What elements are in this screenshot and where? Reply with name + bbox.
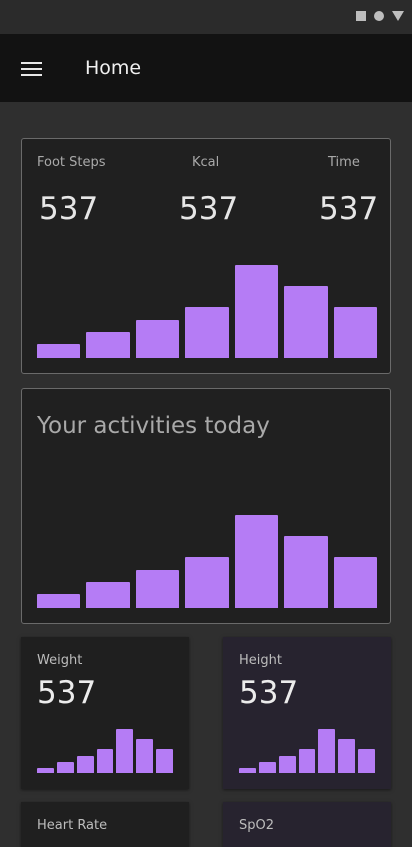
bar [86,582,130,608]
bar [239,767,256,773]
bar [37,344,81,358]
bar [37,594,81,608]
bar [37,767,54,773]
heart-rate-label: Heart Rate [37,818,108,833]
square-icon [356,11,366,21]
bar [284,536,328,608]
stats-card: Foot Steps Kcal Time 537 537 537 [21,138,391,374]
weight-label: Weight [37,653,83,668]
circle-icon [374,11,384,21]
bar [298,749,316,773]
bar [333,307,377,358]
bar [56,761,74,773]
bar [185,557,229,608]
bar [116,729,134,773]
triangle-icon [392,11,404,21]
menu-icon[interactable] [21,62,42,76]
bar [318,729,336,773]
weight-value: 537 [37,675,97,711]
stats-bar-chart [37,265,377,358]
bar [135,570,180,608]
status-icons [356,11,404,21]
bar [234,515,279,608]
kcal-label: Kcal [192,155,220,170]
bar [185,307,229,358]
activities-title: Your activities today [37,413,270,439]
bar [258,761,276,773]
spo2-label: SpO2 [239,818,275,833]
bar [86,332,130,358]
bar [333,557,377,608]
height-value: 537 [239,675,299,711]
bar [136,739,154,773]
weight-bar-chart [37,729,173,773]
time-value: 537 [319,191,379,227]
bar [96,749,114,773]
bar [76,755,94,773]
spo2-tile[interactable]: SpO2 [223,802,391,847]
height-tile[interactable]: Height 537 [223,637,391,789]
bar [234,265,279,358]
height-bar-chart [239,729,375,773]
activities-bar-chart [37,515,377,608]
heart-rate-tile[interactable]: Heart Rate [21,802,189,847]
app-bar: Home [0,34,412,102]
bar [284,286,328,358]
time-label: Time [328,155,360,170]
bar [338,739,356,773]
activities-card: Your activities today [21,388,391,624]
bar [156,749,173,773]
foot-steps-value: 537 [39,191,99,227]
bar [358,749,375,773]
kcal-value: 537 [179,191,239,227]
page-title: Home [85,57,142,79]
height-label: Height [239,653,282,668]
bar [278,755,296,773]
foot-steps-label: Foot Steps [37,155,106,170]
bar [135,320,180,358]
weight-tile[interactable]: Weight 537 [21,637,189,789]
status-bar [0,0,412,34]
